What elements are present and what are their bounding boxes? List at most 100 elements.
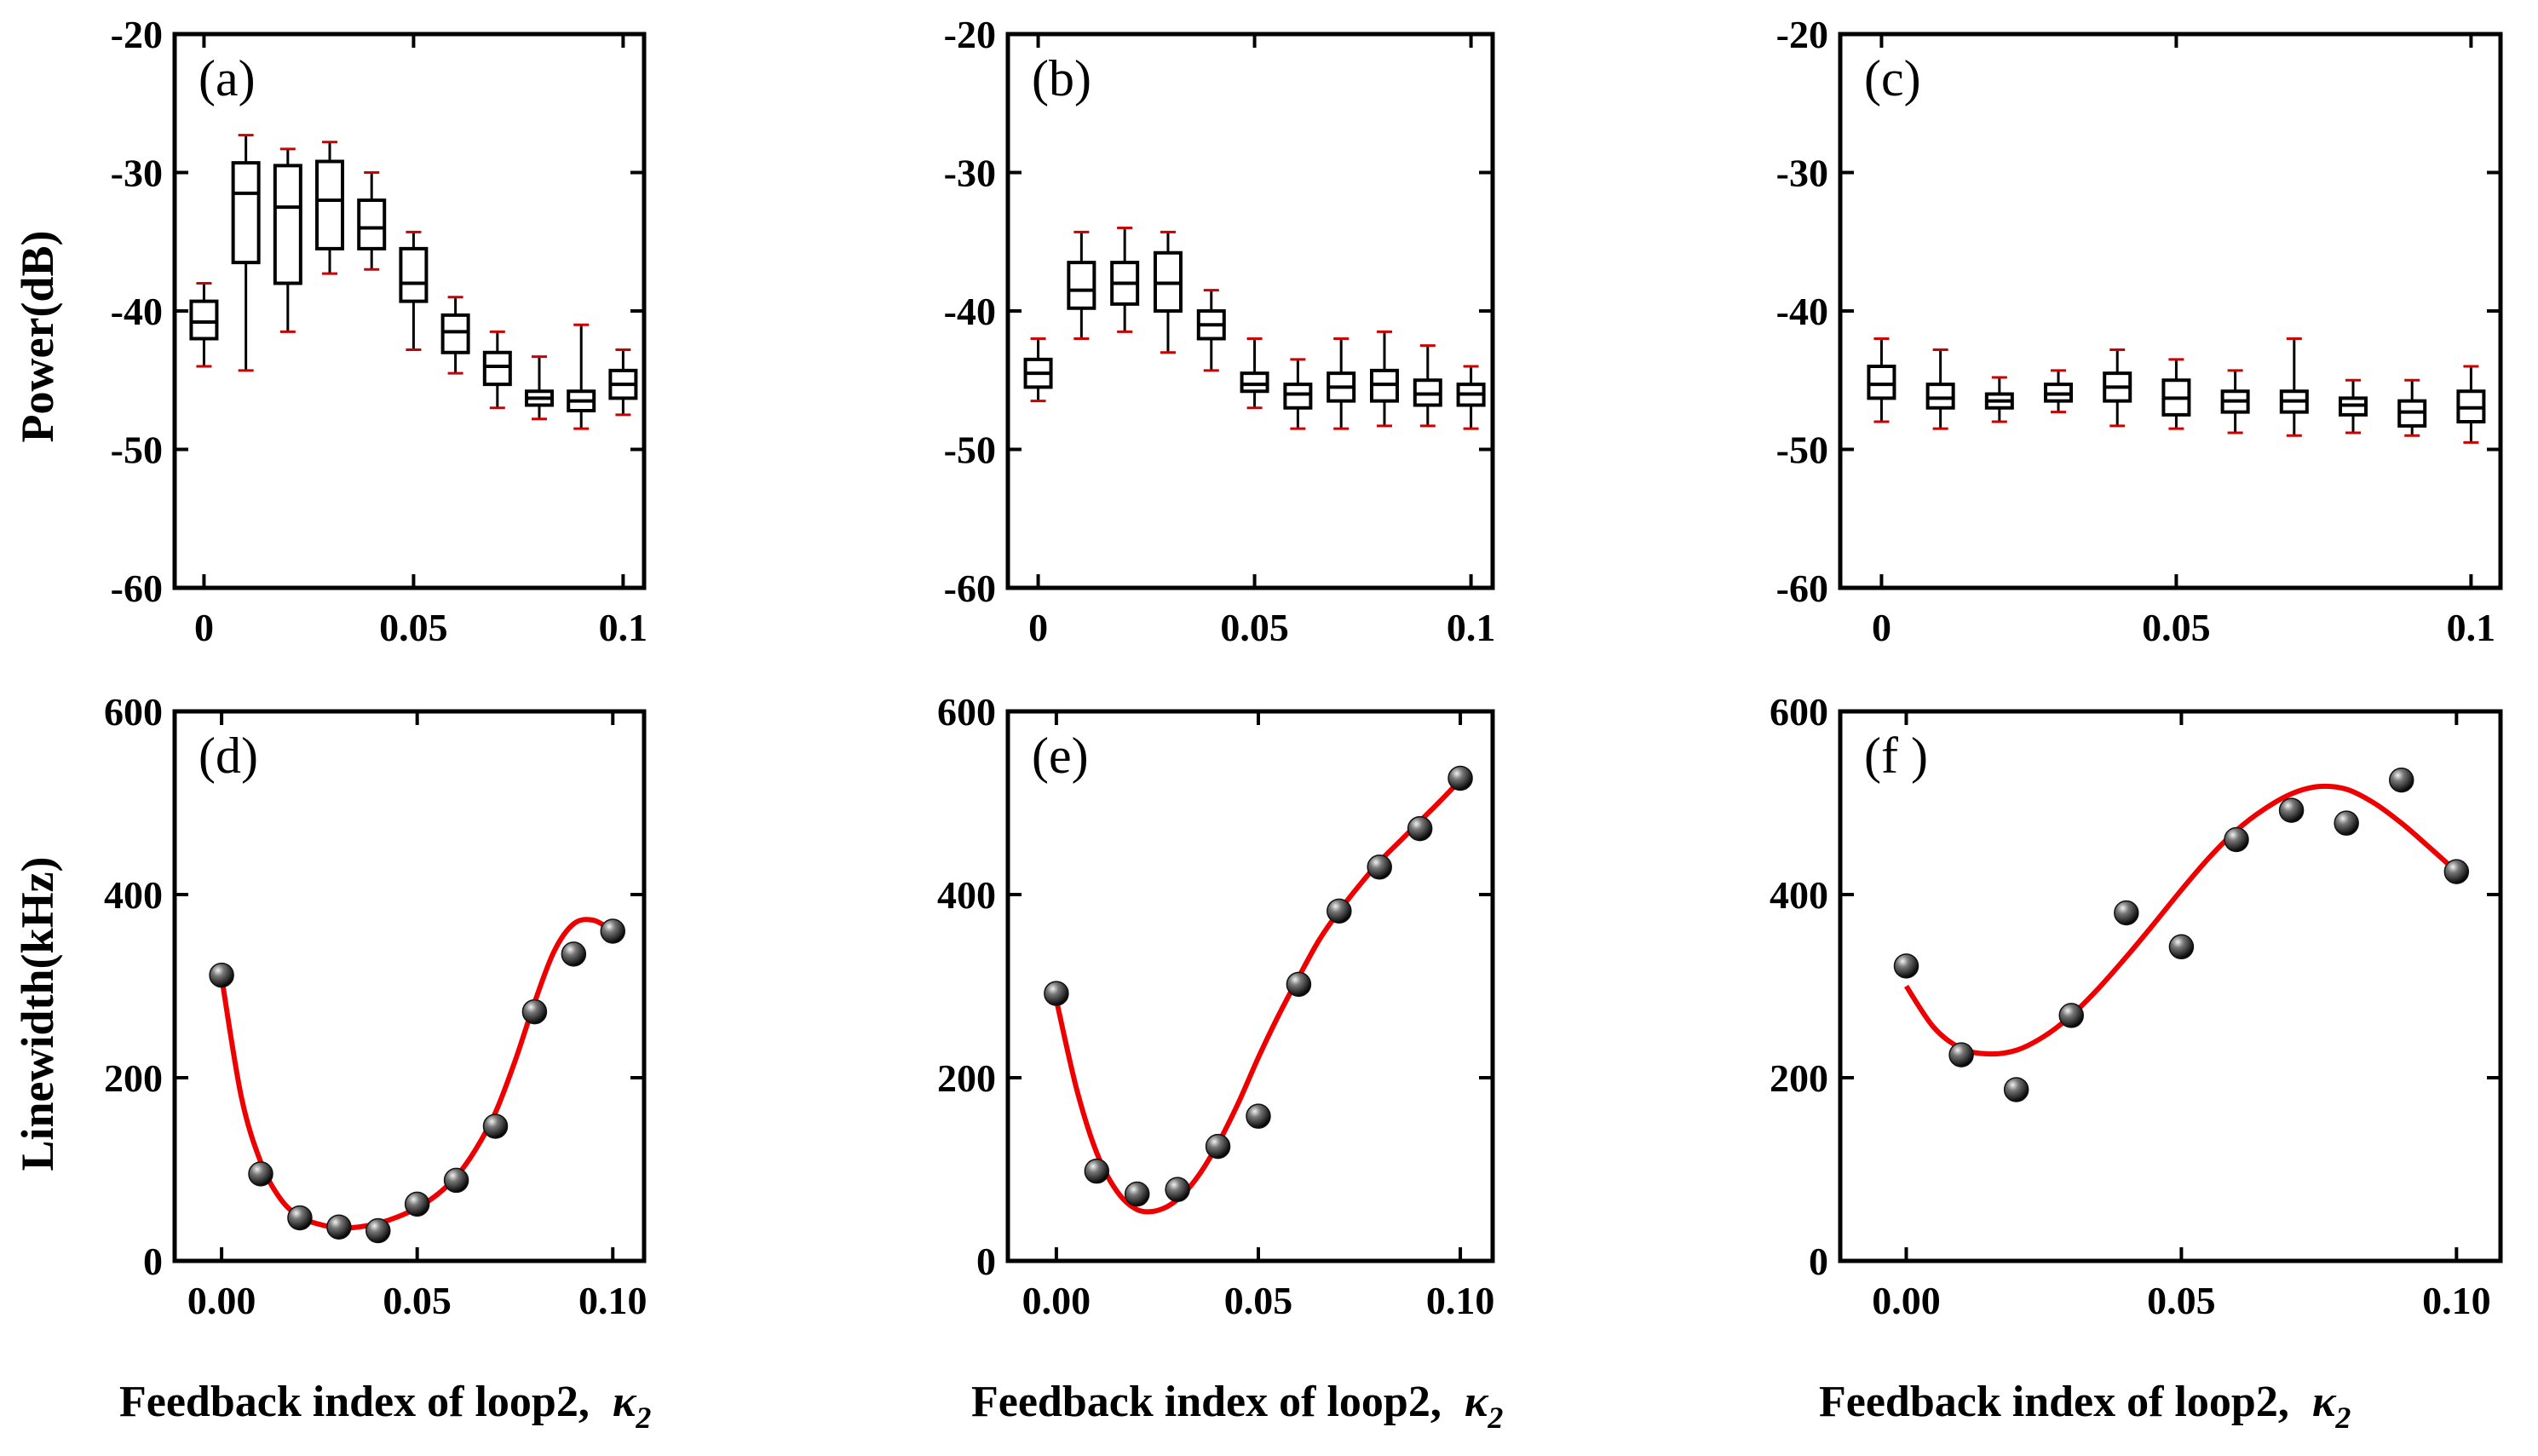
- box-plot-item: [2397, 378, 2427, 437]
- plot-frame: [1005, 709, 1495, 1263]
- x-tick-label: 0.1: [1447, 606, 1496, 649]
- y-tick-label: 400: [937, 873, 996, 917]
- plot-frame: [1838, 709, 2503, 1263]
- data-point: [2058, 1003, 2084, 1028]
- y-tick-label: -20: [1776, 13, 1828, 56]
- data-point: [482, 1114, 509, 1139]
- panel-f: 0 200 400 600 0.00 0.05 0.10 (f ): [1770, 690, 2503, 1322]
- panel-label: (c): [1864, 50, 1921, 106]
- x-tick-label: 0.00: [1022, 1279, 1091, 1322]
- x-tick-label: 0.05: [1224, 1279, 1293, 1322]
- box-plot-item: [315, 141, 345, 275]
- panel-label: (d): [199, 728, 258, 784]
- fit-curve: [1053, 778, 1463, 1215]
- data-point: [1407, 815, 1433, 842]
- data-point: [2443, 859, 2470, 884]
- x-tick-label: 0.1: [599, 606, 648, 649]
- panel-e: 0 200 400 600 0.00 0.05 0.10 (e): [937, 690, 1495, 1322]
- box-iqr: [1867, 365, 1896, 400]
- x-axis-label-symbol: κ: [2312, 1378, 2337, 1426]
- x-tick-label: 0: [1872, 606, 1891, 649]
- x-axis-label-symbol: κ: [613, 1378, 637, 1426]
- box-plot-item: [2339, 378, 2368, 434]
- y-tick-label: -60: [1776, 567, 1828, 610]
- box-plot-item: [357, 171, 387, 271]
- x-axis-label-text: Feedback index of loop2,: [1819, 1378, 2289, 1426]
- y-tick-label: -60: [111, 567, 163, 610]
- y-tick-label: 600: [104, 690, 163, 734]
- x-axis-label-subscript: 2: [1487, 1401, 1503, 1435]
- box-plot-item: [1327, 337, 1356, 430]
- fit-curve: [1903, 783, 2459, 1057]
- data-point: [1084, 1158, 1110, 1184]
- data-point: [1044, 981, 1069, 1006]
- box-plot-item: [440, 296, 470, 375]
- plot-frame: [172, 709, 647, 1263]
- y-tick-label: -50: [944, 429, 996, 472]
- box-plot-item: [1196, 289, 1226, 372]
- x-tick-label: 0.10: [2422, 1279, 2491, 1322]
- box-iqr: [231, 161, 261, 265]
- x-axis-label-symbol: κ: [1465, 1378, 1489, 1426]
- box-iqr: [440, 313, 470, 354]
- data-point: [1893, 953, 1919, 979]
- svg-text:Feedback index of loop2,: Feedback index of loop2, κ2: [119, 1378, 651, 1435]
- data-point: [2278, 797, 2305, 823]
- box-plot-item: [1413, 344, 1442, 428]
- box-iqr: [482, 350, 512, 387]
- panel-label: (f ): [1864, 728, 1928, 784]
- y-tick-label: -60: [944, 567, 996, 610]
- box-iqr: [1283, 383, 1313, 410]
- box-plot-item: [2220, 369, 2250, 434]
- y-tick-label: 600: [937, 690, 996, 734]
- x-axis-label-text: Feedback index of loop2,: [119, 1378, 590, 1426]
- data-point: [1165, 1177, 1190, 1202]
- x-axis-label-text: Feedback index of loop2,: [971, 1378, 1442, 1426]
- y-tick-label: -40: [944, 290, 996, 333]
- x-axis-label-b: Feedback index of loop2, κ2: [971, 1378, 1503, 1435]
- data-point: [1447, 765, 1473, 791]
- data-point: [1367, 855, 1392, 880]
- x-tick-label: 0.05: [2147, 1279, 2216, 1322]
- data-point: [209, 962, 234, 988]
- box-iqr: [189, 299, 219, 341]
- data-point: [1327, 898, 1352, 924]
- data-point: [521, 998, 548, 1025]
- y-tick-label: -30: [944, 152, 996, 195]
- x-tick-label: 0.10: [1426, 1279, 1495, 1322]
- panel-label: (e): [1032, 728, 1089, 784]
- x-tick-label: 0.05: [383, 1279, 452, 1322]
- y-axis-label-linewidth: Linewidth(kHz): [12, 856, 63, 1171]
- data-point: [443, 1167, 469, 1194]
- fit-curve: [219, 917, 614, 1231]
- box-plot-item: [1240, 337, 1269, 410]
- y-tick-label: 200: [104, 1056, 163, 1100]
- plot-frame: [1838, 32, 2503, 590]
- box-plot-item: [189, 282, 219, 368]
- box-plot-item: [2044, 369, 2074, 414]
- data-point: [365, 1217, 391, 1244]
- box-plot-item: [1023, 337, 1053, 403]
- box-plot-item: [273, 147, 302, 333]
- x-tick-label: 0.05: [379, 606, 448, 649]
- y-tick-label: 600: [1770, 690, 1828, 734]
- box-plot-item: [1067, 230, 1096, 340]
- box-plot-item: [608, 348, 638, 417]
- box-plot-item: [1925, 348, 1955, 430]
- panel-d: 0 200 400 600 0.00 0.05 0.10 (d): [104, 690, 647, 1322]
- box-plot-item: [1283, 358, 1313, 430]
- data-point: [2389, 767, 2414, 793]
- box-plot-item: [2456, 365, 2486, 444]
- svg-text:Feedback index of loop2,: Feedback index of loop2, κ2: [1819, 1378, 2351, 1435]
- box-plot-item: [2279, 337, 2309, 437]
- data-point: [1124, 1181, 1150, 1207]
- x-axis-label-subscript: 2: [635, 1401, 651, 1435]
- y-tick-label: -50: [111, 429, 163, 472]
- box-plot-item: [399, 230, 429, 351]
- box-plot-item: [1153, 230, 1183, 354]
- y-axis-label-power: Power(dB): [12, 231, 63, 443]
- x-tick-label: 0.05: [2142, 606, 2211, 649]
- data-point: [248, 1161, 273, 1187]
- panel-a: -20 -30 -40 -50 -60 0 0.05 0.1 (a): [111, 13, 647, 649]
